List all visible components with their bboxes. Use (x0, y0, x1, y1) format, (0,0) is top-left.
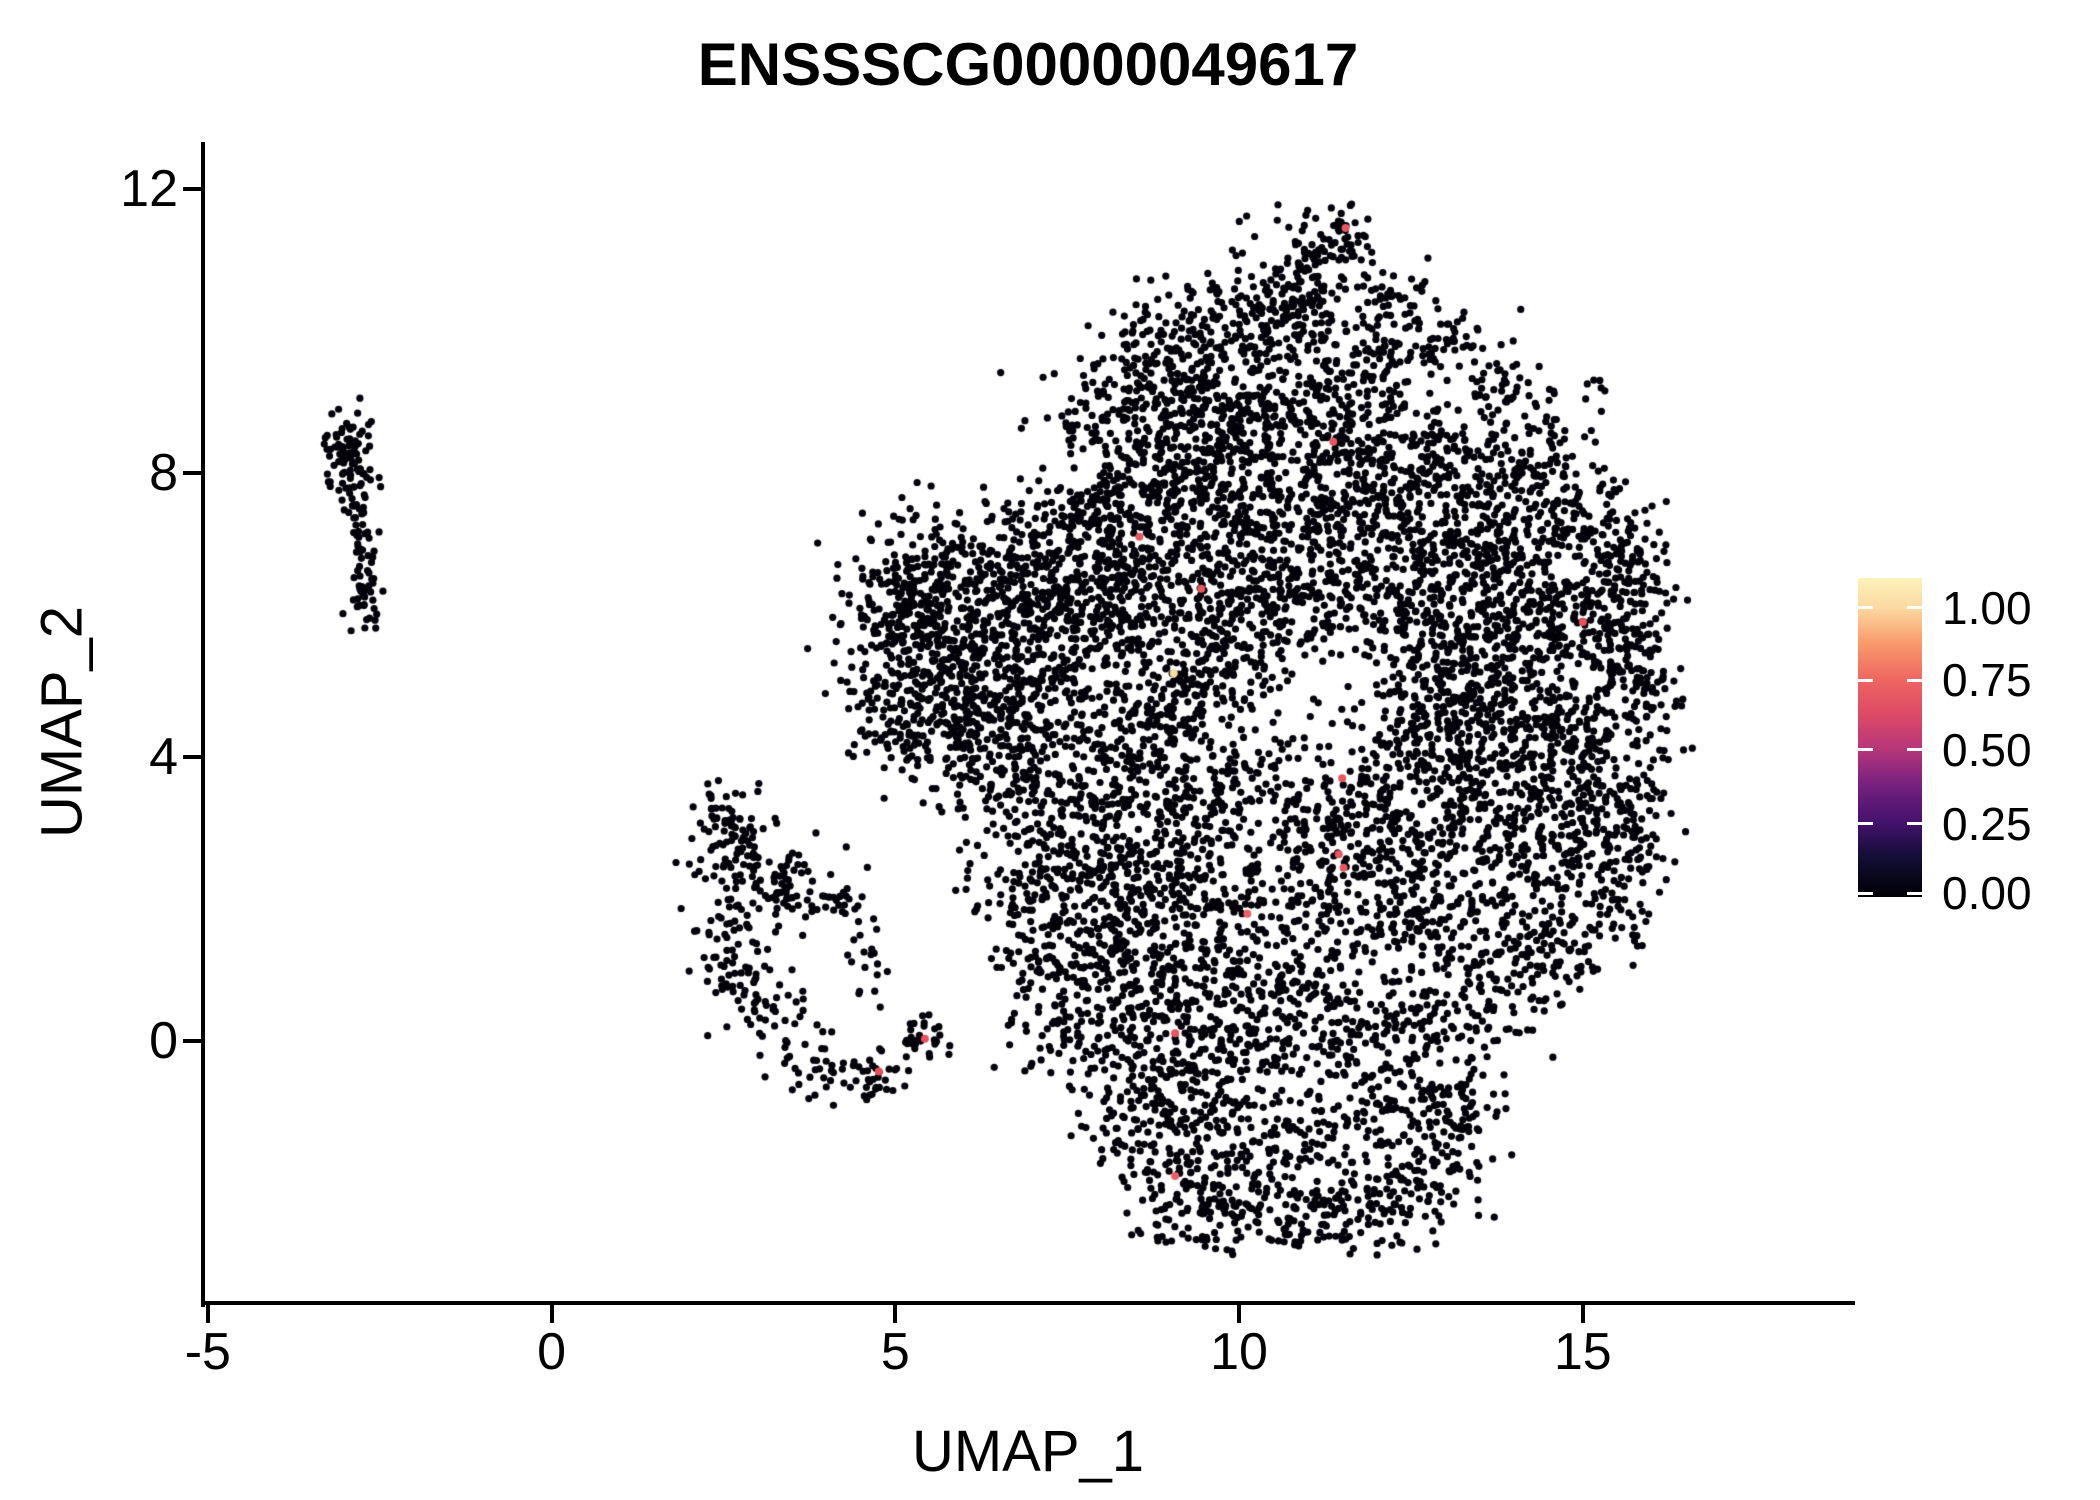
y-axis-title: UMAP_2 (29, 605, 95, 839)
x-tick-mark (1237, 1305, 1242, 1323)
colorbar-tick-mark (1858, 678, 1873, 682)
colorbar-tick-label: 0.00 (1942, 867, 2032, 920)
y-tick-label: 4 (149, 727, 178, 786)
x-axis-line (201, 1301, 1855, 1305)
y-tick-mark (183, 186, 201, 191)
colorbar-tick-mark (1858, 891, 1873, 895)
colorbar-tick-label: 0.25 (1942, 797, 2032, 850)
x-tick-mark (549, 1305, 554, 1323)
colorbar-tick-mark (1858, 748, 1873, 752)
colorbar-tick-mark (1907, 891, 1922, 895)
x-tick-label: 15 (1553, 1323, 1612, 1381)
colorbar-tick-mark (1907, 606, 1922, 610)
colorbar-tick-label: 1.00 (1942, 581, 2032, 634)
x-tick-label: 10 (1210, 1323, 1268, 1381)
y-tick-mark (183, 470, 201, 475)
colorbar-tick-label: 0.75 (1942, 654, 2032, 707)
y-tick-label: 12 (120, 159, 178, 218)
y-tick-label: 0 (149, 1011, 178, 1070)
colorbar-tick-mark (1907, 748, 1922, 752)
y-axis-line (201, 142, 205, 1307)
colorbar-tick-mark (1858, 606, 1873, 610)
x-tick-mark (893, 1305, 898, 1323)
colorbar-tick-mark (1907, 822, 1922, 826)
y-tick-mark (183, 754, 201, 759)
expression-colorbar (1858, 578, 1922, 897)
colorbar-tick-mark (1858, 822, 1873, 826)
x-tick-label: 0 (537, 1323, 567, 1381)
x-tick-mark (205, 1305, 210, 1323)
x-tick-mark (1580, 1305, 1585, 1323)
y-tick-mark (183, 1038, 201, 1043)
x-axis-title: UMAP_1 (911, 1419, 1145, 1484)
x-tick-label: 5 (880, 1323, 910, 1381)
x-tick-label: -5 (184, 1323, 231, 1381)
colorbar-tick-mark (1907, 678, 1922, 682)
y-tick-label: 8 (149, 443, 178, 502)
colorbar-tick-label: 0.50 (1942, 723, 2032, 776)
